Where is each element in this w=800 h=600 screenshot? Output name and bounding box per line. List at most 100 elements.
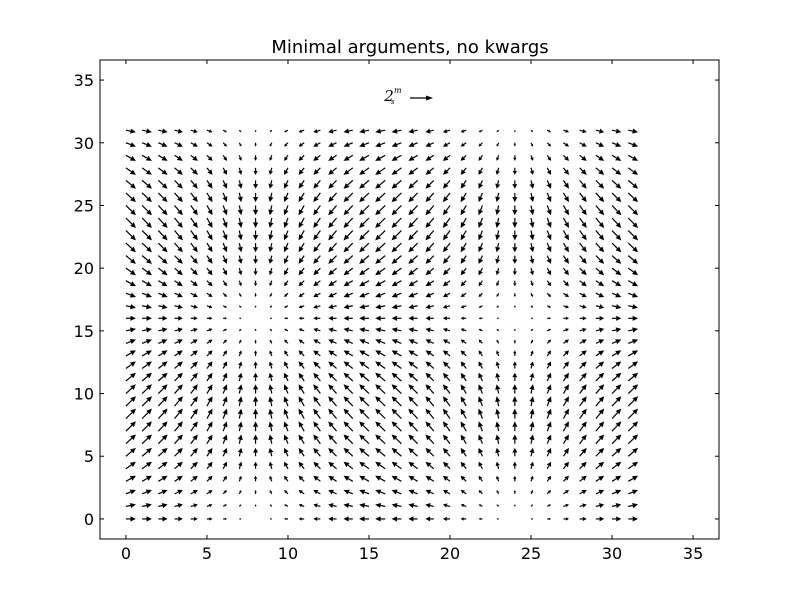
vector-arrow <box>478 328 483 332</box>
vector-arrow <box>460 490 467 495</box>
vector-arrow <box>206 242 213 253</box>
vector-arrow <box>611 292 622 298</box>
vector-arrow <box>343 292 354 298</box>
vector-arrow <box>595 339 605 345</box>
vector-arrow <box>190 350 198 357</box>
vector-arrow <box>375 242 386 253</box>
vector-arrow <box>141 384 152 394</box>
vector-arrow <box>546 217 552 228</box>
vector-arrow <box>579 304 587 309</box>
vector-arrow <box>375 154 386 161</box>
vector-arrow <box>529 267 535 276</box>
vector-arrow <box>298 408 305 419</box>
vector-arrow <box>237 421 243 432</box>
vector-arrow <box>512 167 517 175</box>
vector-arrow <box>222 154 227 161</box>
vector-arrow <box>579 267 587 276</box>
vector-arrow <box>495 230 501 241</box>
vector-arrow <box>157 217 168 228</box>
vector-arrow <box>283 421 289 432</box>
vector-arrow <box>408 167 418 175</box>
vector-arrow <box>460 205 467 216</box>
vector-arrow <box>222 384 228 394</box>
vector-arrow <box>442 292 451 298</box>
vector-arrow <box>442 217 451 228</box>
vector-arrow <box>562 361 569 369</box>
vector-arrow <box>628 128 639 134</box>
vector-arrow <box>141 267 152 276</box>
x-axis: 0 5 10 15 20 25 30 35 <box>121 60 703 563</box>
x-tick-label: 30 <box>602 544 622 563</box>
vector-arrow <box>313 304 321 309</box>
vector-arrow <box>408 179 419 189</box>
vector-arrow <box>268 361 274 369</box>
vector-arrow <box>141 421 152 432</box>
vector-arrow <box>359 142 370 148</box>
vector-arrow <box>253 280 258 287</box>
vector-arrow <box>141 396 152 407</box>
vector-arrow <box>328 396 338 407</box>
vector-arrow <box>611 179 622 189</box>
vector-arrow <box>141 192 152 203</box>
vector-arrow <box>442 128 451 134</box>
vector-arrow <box>478 142 483 147</box>
vector-arrow <box>125 489 136 495</box>
vector-arrow <box>442 267 451 276</box>
vector-arrow <box>190 142 198 147</box>
vector-arrow <box>174 503 183 509</box>
vector-arrow <box>546 230 552 241</box>
vector-arrow <box>611 475 622 482</box>
vector-arrow <box>283 384 289 394</box>
vector-arrow <box>157 205 168 216</box>
vector-arrow <box>628 502 639 509</box>
vector-arrow <box>628 142 639 148</box>
vector-arrow <box>425 447 435 457</box>
vector-arrow <box>562 384 569 394</box>
vector-arrow <box>343 154 354 161</box>
vector-arrow <box>359 192 370 203</box>
vector-arrow <box>343 339 354 345</box>
vector-arrow <box>174 408 183 420</box>
vector-arrow <box>628 304 639 310</box>
vector-arrow <box>391 350 402 357</box>
vector-arrow <box>442 327 451 333</box>
vector-arrow <box>222 217 228 228</box>
vector-arrow <box>125 205 136 216</box>
vector-arrow <box>253 447 259 457</box>
vector-arrow <box>442 280 451 287</box>
vector-arrow <box>222 267 227 276</box>
vector-arrow <box>125 502 136 509</box>
vector-arrow <box>460 503 467 508</box>
vector-arrow <box>375 339 386 344</box>
vector-arrow <box>328 434 338 445</box>
vector-arrow <box>142 502 152 509</box>
vector-arrow <box>283 217 289 228</box>
vector-arrow <box>158 475 168 482</box>
vector-arrow <box>375 350 386 357</box>
vector-arrow <box>254 293 257 298</box>
vector-arrow <box>190 292 198 298</box>
vector-arrow <box>512 268 517 276</box>
vector-arrow <box>298 503 305 508</box>
vector-arrow <box>313 361 321 369</box>
vector-arrow <box>254 490 257 494</box>
vector-arrow <box>408 516 418 522</box>
vector-arrow <box>442 503 451 508</box>
vector-arrow <box>125 372 136 382</box>
vector-arrow <box>125 255 136 264</box>
vector-arrow <box>408 339 418 345</box>
vector-arrow <box>174 267 183 276</box>
plot-area <box>99 59 720 540</box>
vector-arrow <box>359 361 370 369</box>
vector-arrow <box>237 230 243 241</box>
vector-arrow <box>206 304 213 309</box>
vector-arrow <box>254 142 257 147</box>
vector-arrow <box>563 280 569 287</box>
vector-arrow <box>579 154 587 161</box>
vector-arrow <box>562 255 569 264</box>
vector-arrow <box>425 408 435 420</box>
vector-arrow <box>298 350 305 357</box>
vector-arrow <box>237 217 243 228</box>
vector-arrow <box>595 447 605 457</box>
vector-arrow <box>478 361 483 369</box>
